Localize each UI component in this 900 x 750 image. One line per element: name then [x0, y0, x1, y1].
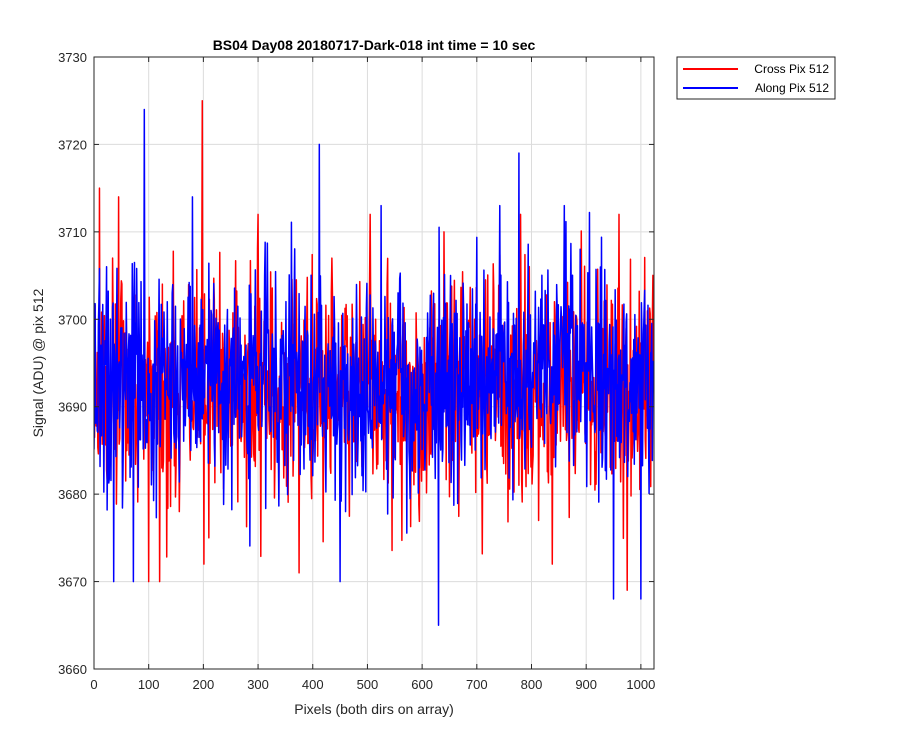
plot-border	[93, 56, 655, 670]
x-tick-label: 200	[193, 677, 215, 692]
y-tick-label: 3680	[58, 487, 87, 502]
axis-ticks: 0 100 200 300 400 500 600 700 800 900 1000 3660 3670…	[58, 50, 655, 692]
x-tick-label: 300	[247, 677, 269, 692]
series-layer	[94, 99, 654, 627]
x-tick-label: 400	[302, 677, 324, 692]
y-tick-label: 3660	[58, 662, 87, 677]
y-tick-label: 3700	[58, 312, 87, 327]
x-tick-label: 800	[521, 677, 543, 692]
x-tick-label: 100	[138, 677, 160, 692]
chart-title: BS04 Day08 20180717-Dark-018 int time = …	[213, 37, 536, 53]
x-tick-label: 700	[466, 677, 488, 692]
x-tick-label: 500	[357, 677, 379, 692]
x-tick-label: 600	[411, 677, 433, 692]
series-line-along-pix-512	[94, 108, 654, 627]
y-axis-label: Signal (ADU) @ pix 512	[30, 288, 46, 437]
x-tick-label: 1000	[626, 677, 655, 692]
y-tick-label: 3720	[58, 137, 87, 152]
x-tick-label: 0	[90, 677, 97, 692]
legend-label-along: Along Pix 512	[755, 81, 829, 95]
legend-box	[676, 56, 836, 100]
y-tick-label: 3690	[58, 400, 87, 415]
x-axis-label: Pixels (both dirs on array)	[294, 701, 454, 717]
y-tick-label: 3670	[58, 575, 87, 590]
x-tick-label: 900	[575, 677, 597, 692]
y-tick-label: 3710	[58, 225, 87, 240]
legend-label-cross: Cross Pix 512	[754, 62, 829, 76]
y-tick-label: 3730	[58, 50, 87, 65]
legend: Cross Pix 512 Along Pix 512	[676, 56, 836, 100]
